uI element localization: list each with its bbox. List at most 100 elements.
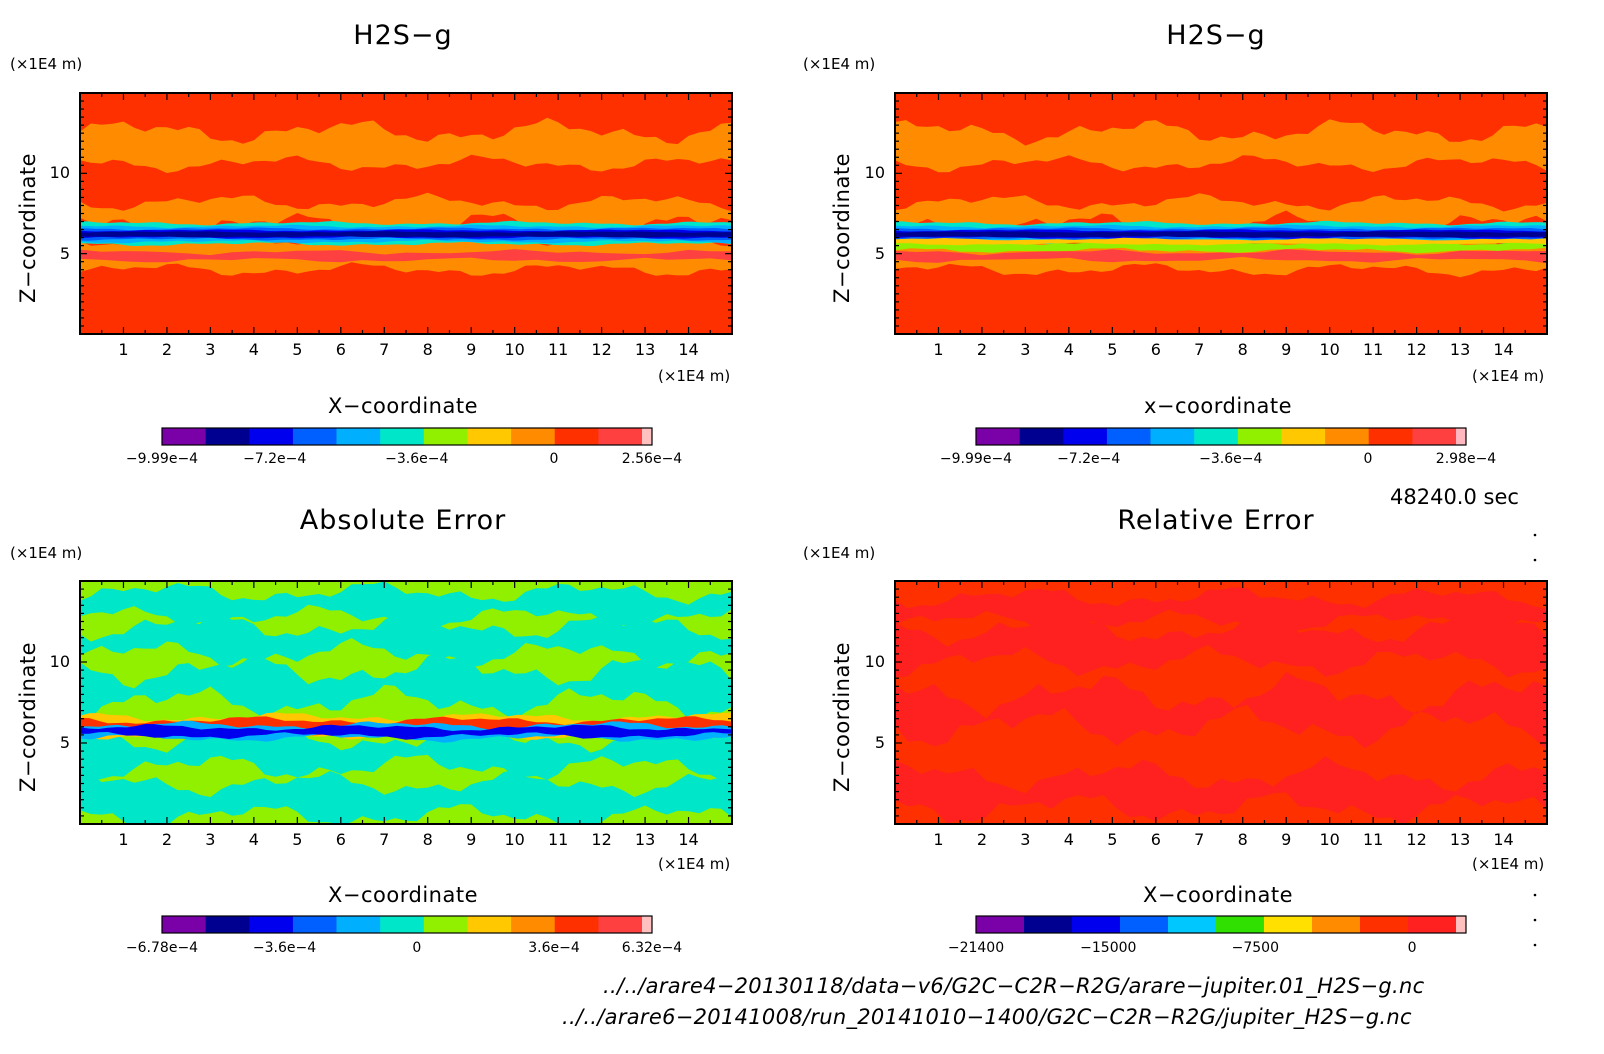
x-tick-label: 9	[466, 830, 477, 849]
edge-dot	[1533, 893, 1537, 897]
colorbar-tick-label: −15000	[1080, 940, 1137, 956]
x-tick-label: 9	[1281, 340, 1292, 359]
colorbar-tick-label: 6.32e−4	[621, 940, 683, 956]
colorbar-segment	[1216, 916, 1265, 933]
x-tick-label: 10	[1319, 830, 1340, 849]
x-tick-label: 3	[205, 340, 216, 359]
heatmap-field-p3	[80, 581, 732, 824]
y-unit-p2: (×1E4 m)	[803, 55, 876, 73]
colorbar-segment	[162, 916, 207, 933]
colorbar-frame-p2	[975, 427, 1467, 446]
field-band-lower-red	[80, 249, 732, 263]
colorbar-segment	[598, 916, 643, 933]
x-tick-label: 6	[335, 340, 346, 359]
field-patch-cyan-3	[80, 613, 732, 668]
colorbar-tick-label: 0	[412, 940, 422, 956]
x-tick-label: 13	[1449, 830, 1471, 849]
y-tick-label: 5	[59, 243, 70, 263]
x-tick-label: 4	[248, 340, 259, 359]
x-tick-label: 7	[379, 830, 390, 849]
colorbar-segment	[1237, 428, 1282, 445]
x-tick-label: 12	[591, 340, 612, 359]
field-band-navy	[895, 231, 1547, 238]
field-patch-red-0	[895, 756, 1547, 824]
x-unit-p3: (×1E4 m)	[658, 855, 731, 873]
colorbar-segment	[380, 428, 425, 445]
y-axis-label-p4: Z−coordinate	[830, 642, 854, 792]
colorbar-segment	[162, 428, 207, 445]
heatmap-field-p4	[895, 581, 1547, 824]
y-unit-p3: (×1E4 m)	[10, 544, 83, 562]
field-band-yellow	[895, 237, 1547, 246]
colorbar-segment	[1063, 428, 1108, 445]
colorbar-segment	[976, 428, 1021, 445]
x-tick-label: 2	[161, 340, 173, 359]
colorbar-segment	[1412, 428, 1457, 445]
y-axis-label-p1: Z−coordinate	[16, 153, 40, 303]
field-band-upper-red	[895, 155, 1547, 212]
colorbar-segment	[1264, 916, 1313, 933]
x-tick-label: 7	[379, 340, 390, 359]
colorbar-segment	[554, 916, 599, 933]
colorbar-segment	[292, 916, 337, 933]
x-tick-label: 4	[248, 830, 259, 849]
x-unit-p2: (×1E4 m)	[1472, 367, 1545, 385]
y-tick-label: 10	[49, 652, 70, 671]
x-tick-label: 11	[1362, 340, 1384, 359]
field-band-lower-red	[895, 249, 1547, 264]
y-tick-label: 5	[874, 243, 885, 263]
colorbar-segment	[380, 916, 425, 933]
colorbar-segment	[1194, 428, 1239, 445]
colorbar-segment	[205, 916, 250, 933]
x-tick-label: 4	[1063, 340, 1074, 359]
x-tick-label: 14	[1493, 830, 1514, 849]
colorbar-tick-label: −7500	[1231, 940, 1279, 956]
colorbar-segment	[1281, 428, 1326, 445]
colorbar-tick-label: −6.78e−4	[125, 940, 199, 956]
colorbar-tick-label: −7.2e−4	[243, 451, 307, 467]
x-tick-label: 1	[933, 340, 944, 359]
x-tick-label: 7	[1194, 340, 1205, 359]
panel-title-p1: H2S−g	[353, 20, 453, 51]
field-band-blue	[80, 724, 732, 740]
colorbar-segment	[336, 428, 381, 445]
x-tick-label: 13	[634, 340, 656, 359]
field-band-upper-red	[80, 154, 732, 212]
colorbar-segment	[1368, 428, 1413, 445]
x-axis-label-p4: X−coordinate	[1143, 883, 1293, 907]
x-tick-label: 1	[118, 830, 129, 849]
field-band-navy	[80, 231, 732, 238]
colorbar-tick-label: −3.6e−4	[1199, 451, 1263, 467]
colorbar-segment	[554, 428, 599, 445]
x-tick-label: 6	[1150, 830, 1161, 849]
colorbar-segment	[292, 428, 337, 445]
colorbar-tick-label: −9.99e−4	[125, 451, 199, 467]
x-tick-label: 4	[1063, 830, 1074, 849]
colorbar-segment	[423, 428, 468, 445]
x-tick-label: 6	[335, 830, 346, 849]
edge-dot	[1533, 918, 1537, 922]
colorbar-segment	[1168, 916, 1217, 933]
field-patch-red-1	[895, 672, 1547, 751]
field-patch-cyan-4	[80, 581, 732, 628]
x-tick-label: 12	[1406, 830, 1427, 849]
colorbar-tick-label: 2.56e−4	[621, 451, 683, 467]
colorbar-segment	[1360, 916, 1409, 933]
x-tick-label: 3	[1020, 340, 1031, 359]
x-tick-label: 8	[422, 340, 433, 359]
colorbar-segment	[1072, 916, 1121, 933]
field-patch-red-2	[895, 615, 1547, 678]
colorbar-tick-label: −3.6e−4	[385, 451, 449, 467]
panel-title-p2: H2S−g	[1166, 20, 1266, 51]
colorbar-tick-label: 2.98e−4	[1435, 451, 1497, 467]
x-tick-label: 12	[1406, 340, 1427, 359]
x-tick-label: 8	[1237, 340, 1248, 359]
file-path-1: ../../arare4−20130118/data−v6/G2C−C2R−R2…	[603, 974, 1425, 998]
x-tick-label: 8	[1237, 830, 1248, 849]
colorbar-tick-label: −7.2e−4	[1057, 451, 1121, 467]
heatmap-field-p1	[80, 93, 732, 334]
x-tick-label: 11	[547, 830, 569, 849]
edge-dot	[1533, 533, 1537, 537]
x-tick-label: 5	[292, 830, 303, 849]
x-tick-label: 2	[161, 830, 173, 849]
